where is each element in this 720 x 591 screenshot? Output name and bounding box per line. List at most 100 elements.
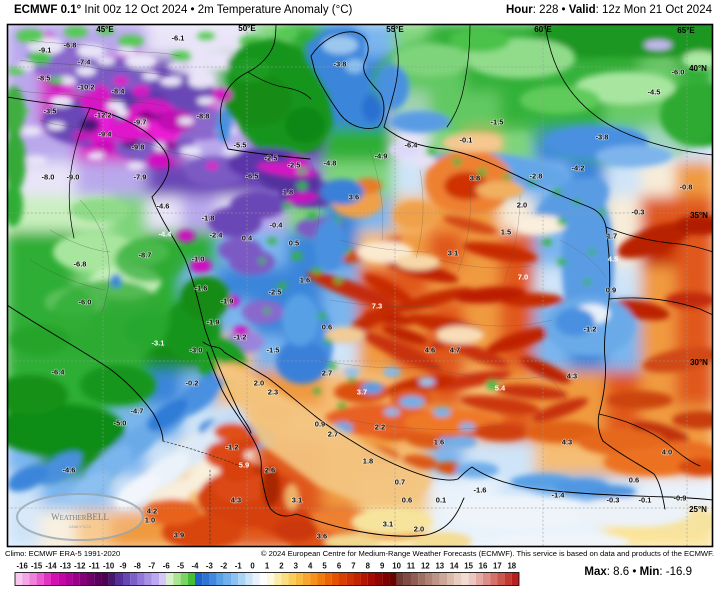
svg-text:1.7: 1.7 bbox=[607, 232, 617, 241]
svg-text:2.0: 2.0 bbox=[517, 201, 527, 210]
svg-text:-1.5: -1.5 bbox=[491, 118, 504, 127]
svg-text:5.9: 5.9 bbox=[239, 461, 249, 470]
svg-text:2.2: 2.2 bbox=[375, 423, 385, 432]
svg-text:12: 12 bbox=[421, 562, 430, 571]
svg-text:2.6: 2.6 bbox=[265, 466, 275, 475]
svg-text:0.1: 0.1 bbox=[436, 496, 446, 505]
svg-text:-1.4: -1.4 bbox=[552, 491, 566, 500]
svg-text:-0.3: -0.3 bbox=[607, 496, 620, 505]
svg-text:3.1: 3.1 bbox=[292, 496, 302, 505]
svg-text:-6.8: -6.8 bbox=[64, 41, 77, 50]
svg-text:5: 5 bbox=[322, 562, 327, 571]
svg-text:18: 18 bbox=[507, 562, 516, 571]
svg-text:-2: -2 bbox=[220, 562, 228, 571]
svg-text:25°N: 25°N bbox=[689, 505, 707, 514]
svg-text:-8.7: -8.7 bbox=[139, 251, 152, 260]
svg-text:WEATHERBELL: WEATHERBELL bbox=[51, 512, 109, 522]
svg-text:4.5: 4.5 bbox=[608, 255, 618, 264]
svg-text:-6.8: -6.8 bbox=[74, 260, 87, 269]
svg-text:1.8: 1.8 bbox=[283, 188, 293, 197]
svg-text:-3: -3 bbox=[206, 562, 214, 571]
svg-text:5.4: 5.4 bbox=[495, 384, 506, 393]
svg-text:-7.9: -7.9 bbox=[134, 173, 147, 182]
svg-text:-5.5: -5.5 bbox=[234, 141, 247, 150]
svg-text:-1.2: -1.2 bbox=[234, 333, 247, 342]
svg-text:-9.1: -9.1 bbox=[39, 46, 52, 55]
svg-text:-2.8: -2.8 bbox=[530, 172, 543, 181]
svg-text:-5: -5 bbox=[177, 562, 185, 571]
svg-text:4.6: 4.6 bbox=[425, 346, 435, 355]
svg-text:0: 0 bbox=[250, 562, 255, 571]
svg-text:-4.2: -4.2 bbox=[572, 164, 585, 173]
svg-text:-3.8: -3.8 bbox=[596, 133, 609, 142]
svg-text:-6.1: -6.1 bbox=[172, 34, 185, 43]
svg-text:-9: -9 bbox=[120, 562, 128, 571]
svg-text:1: 1 bbox=[265, 562, 270, 571]
svg-text:4.3: 4.3 bbox=[562, 438, 572, 447]
svg-text:-0.2: -0.2 bbox=[186, 379, 199, 388]
svg-text:17: 17 bbox=[493, 562, 502, 571]
svg-text:-5.0: -5.0 bbox=[114, 419, 127, 428]
svg-text:13: 13 bbox=[435, 562, 444, 571]
svg-text:-2.4: -2.4 bbox=[210, 231, 224, 240]
svg-text:15: 15 bbox=[464, 562, 473, 571]
svg-text:65°E: 65°E bbox=[677, 26, 695, 35]
svg-text:7.3: 7.3 bbox=[372, 302, 382, 311]
svg-text:-11: -11 bbox=[89, 562, 101, 571]
svg-text:3.1: 3.1 bbox=[383, 520, 393, 529]
svg-text:-16: -16 bbox=[17, 562, 29, 571]
svg-text:-3.5: -3.5 bbox=[44, 107, 57, 116]
svg-text:1.6: 1.6 bbox=[434, 438, 444, 447]
svg-text:0.7: 0.7 bbox=[395, 478, 405, 487]
svg-text:-4.8: -4.8 bbox=[324, 159, 337, 168]
svg-text:-1.5: -1.5 bbox=[267, 346, 280, 355]
svg-text:16: 16 bbox=[479, 562, 488, 571]
svg-text:-2.5: -2.5 bbox=[269, 288, 282, 297]
svg-text:-6: -6 bbox=[163, 562, 171, 571]
svg-text:3.6: 3.6 bbox=[349, 193, 359, 202]
svg-text:3.6: 3.6 bbox=[317, 532, 327, 541]
svg-text:4.2: 4.2 bbox=[147, 507, 157, 516]
svg-text:-3.1: -3.1 bbox=[152, 339, 165, 348]
svg-text:0.9: 0.9 bbox=[315, 420, 325, 429]
svg-text:-0.9: -0.9 bbox=[674, 494, 687, 503]
svg-text:0.9: 0.9 bbox=[606, 286, 616, 295]
svg-text:2.0: 2.0 bbox=[254, 379, 264, 388]
svg-text:60°E: 60°E bbox=[534, 25, 552, 34]
svg-text:4: 4 bbox=[308, 562, 313, 571]
svg-text:1.6: 1.6 bbox=[300, 276, 310, 285]
svg-text:-4.7: -4.7 bbox=[131, 407, 144, 416]
svg-text:-4: -4 bbox=[192, 562, 200, 571]
svg-text:-4.6: -4.6 bbox=[63, 466, 76, 475]
svg-text:-1: -1 bbox=[235, 562, 243, 571]
svg-text:-4.5: -4.5 bbox=[648, 88, 661, 97]
svg-text:7.0: 7.0 bbox=[518, 273, 528, 282]
svg-text:-14: -14 bbox=[45, 562, 57, 571]
svg-text:-8.5: -8.5 bbox=[38, 74, 51, 83]
svg-text:-2.5: -2.5 bbox=[288, 161, 301, 170]
svg-text:1.5: 1.5 bbox=[501, 228, 511, 237]
svg-text:-0.1: -0.1 bbox=[639, 496, 652, 505]
svg-text:-13: -13 bbox=[60, 562, 72, 571]
svg-text:3: 3 bbox=[294, 562, 299, 571]
svg-text:-9.0: -9.0 bbox=[67, 173, 80, 182]
svg-text:-1.2: -1.2 bbox=[584, 325, 597, 334]
svg-text:-10.2: -10.2 bbox=[77, 83, 94, 92]
svg-text:0.6: 0.6 bbox=[629, 476, 639, 485]
svg-text:-3.0: -3.0 bbox=[190, 346, 203, 355]
svg-text:-8.4: -8.4 bbox=[112, 87, 126, 96]
svg-text:4.3: 4.3 bbox=[231, 496, 241, 505]
svg-text:-1.8: -1.8 bbox=[202, 214, 215, 223]
svg-text:55°E: 55°E bbox=[386, 25, 404, 34]
svg-text:2.0: 2.0 bbox=[414, 525, 424, 534]
svg-text:-6.4: -6.4 bbox=[405, 141, 419, 150]
svg-text:-3.8: -3.8 bbox=[334, 60, 347, 69]
svg-text:8: 8 bbox=[366, 562, 371, 571]
svg-text:-2.5: -2.5 bbox=[265, 154, 278, 163]
svg-text:-4.9: -4.9 bbox=[375, 152, 388, 161]
svg-text:-8.0: -8.0 bbox=[42, 173, 55, 182]
svg-text:0.6: 0.6 bbox=[322, 323, 332, 332]
svg-text:35°N: 35°N bbox=[690, 211, 708, 220]
svg-text:-0.8: -0.8 bbox=[680, 183, 693, 192]
svg-text:2: 2 bbox=[279, 562, 284, 571]
